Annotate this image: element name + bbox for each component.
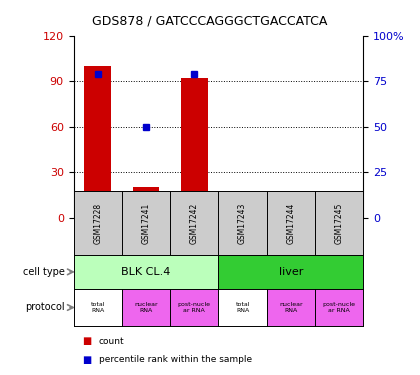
Bar [181,78,207,218]
Bar [84,66,111,218]
Text: GSM17228: GSM17228 [93,202,102,244]
Text: GSM17241: GSM17241 [142,202,150,244]
Text: cell type: cell type [23,267,65,277]
Text: total
RNA: total RNA [235,302,250,313]
Text: GDS878 / GATCCCAGGGCTGACCATCA: GDS878 / GATCCCAGGGCTGACCATCA [92,15,328,28]
Text: count: count [99,337,124,346]
Text: post-nucle
ar RNA: post-nucle ar RNA [323,302,356,313]
Text: total
RNA: total RNA [90,302,105,313]
Text: percentile rank within the sample: percentile rank within the sample [99,356,252,364]
Text: BLK CL.4: BLK CL.4 [121,267,171,277]
Text: GSM17244: GSM17244 [286,202,295,244]
Text: ■: ■ [82,336,91,346]
Text: liver: liver [278,267,303,277]
Text: ■: ■ [82,355,91,365]
Text: protocol: protocol [26,303,65,312]
Text: GSM17242: GSM17242 [190,202,199,244]
Text: GSM17243: GSM17243 [238,202,247,244]
Text: GSM17245: GSM17245 [335,202,344,244]
Text: nuclear
RNA: nuclear RNA [134,302,158,313]
Text: post-nucle
ar RNA: post-nucle ar RNA [178,302,211,313]
Text: nuclear
RNA: nuclear RNA [279,302,303,313]
Bar [133,187,159,218]
